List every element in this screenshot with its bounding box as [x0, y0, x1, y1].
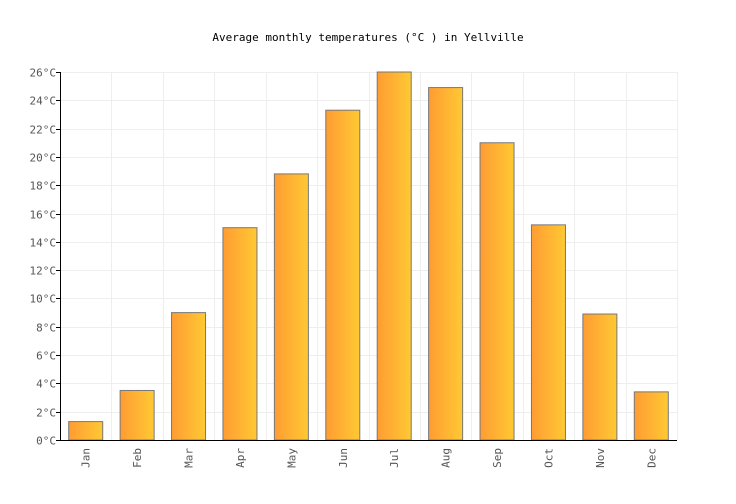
bar-may: [273, 173, 309, 441]
y-tick-label: 12°C: [30, 265, 57, 278]
bar-aug: [428, 87, 464, 441]
y-tick-label: 8°C: [36, 322, 56, 335]
y-tick-label: 26°C: [30, 67, 57, 80]
y-tick-label: 20°C: [30, 152, 57, 165]
x-tick-label: Aug: [440, 448, 453, 468]
x-tick-label: Feb: [131, 448, 144, 468]
y-tick-label: 16°C: [30, 209, 57, 222]
y-tick-label: 6°C: [36, 350, 56, 363]
y-tick-label: 2°C: [36, 407, 56, 420]
bar-sep: [479, 142, 515, 441]
chart-title: Average monthly temperatures (°C ) in Ye…: [212, 31, 523, 44]
y-tick-label: 24°C: [30, 95, 57, 108]
bar-dec: [633, 391, 669, 441]
y-tick-label: 14°C: [30, 237, 57, 250]
bar-apr: [222, 227, 258, 441]
bar-jan: [68, 421, 104, 441]
bar-jun: [325, 109, 361, 441]
y-tick-label: 4°C: [36, 378, 56, 391]
x-tick-label: Mar: [183, 448, 196, 468]
x-tick-label: Jan: [80, 448, 93, 468]
bar-jul: [376, 71, 412, 441]
y-tick-label: 0°C: [36, 435, 56, 448]
y-tick-label: 18°C: [30, 180, 57, 193]
bar-feb: [119, 389, 155, 441]
y-tick-label: 22°C: [30, 124, 57, 137]
bar-oct: [530, 224, 566, 441]
x-tick-label: Sep: [491, 448, 504, 468]
x-tick-label: Dec: [645, 448, 658, 468]
x-tick-label: Apr: [234, 448, 247, 468]
x-tick-label: Oct: [542, 448, 555, 468]
x-tick-label: Jun: [337, 448, 350, 468]
bar-nov: [582, 313, 618, 441]
x-tick-label: Nov: [594, 448, 607, 468]
x-tick-label: Jul: [388, 448, 401, 468]
y-tick-label: 10°C: [30, 293, 57, 306]
x-tick-label: May: [285, 448, 298, 468]
bar-mar: [171, 312, 207, 441]
